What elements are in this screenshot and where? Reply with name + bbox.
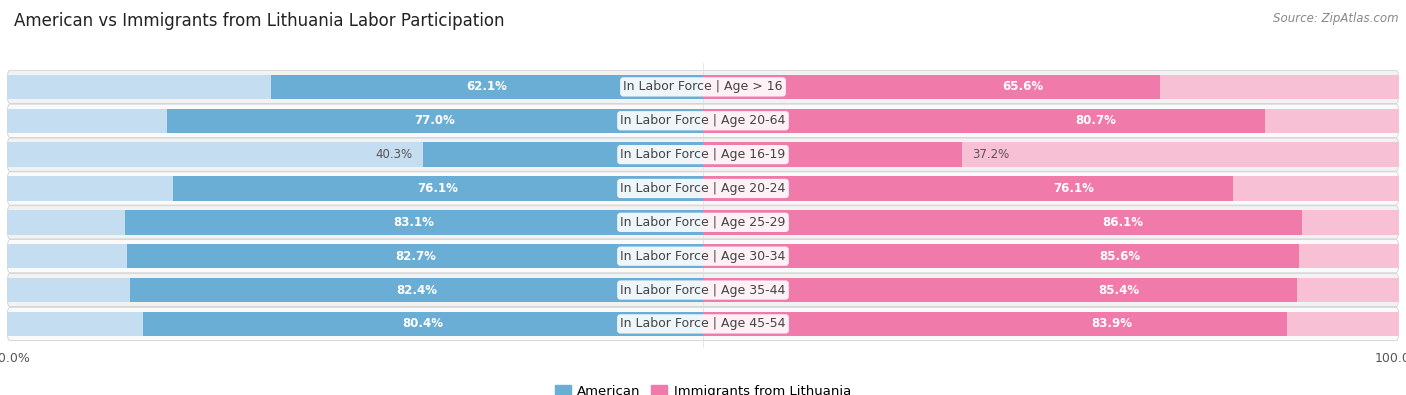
Bar [703, 143, 962, 167]
Bar [7, 75, 271, 99]
Bar [703, 176, 1233, 201]
Bar [7, 244, 128, 268]
Text: 80.4%: 80.4% [402, 318, 444, 330]
Bar [423, 143, 703, 167]
Bar [167, 109, 703, 133]
Bar [143, 312, 703, 336]
Bar [703, 244, 1299, 268]
Bar [125, 210, 703, 235]
Text: 82.4%: 82.4% [395, 284, 437, 297]
Bar [1298, 278, 1399, 302]
Bar [1302, 210, 1399, 235]
Text: In Labor Force | Age 20-64: In Labor Force | Age 20-64 [620, 114, 786, 127]
Text: 86.1%: 86.1% [1102, 216, 1143, 229]
Bar [271, 75, 703, 99]
Bar [703, 75, 1160, 99]
Text: 76.1%: 76.1% [1053, 182, 1094, 195]
Bar [129, 278, 703, 302]
FancyBboxPatch shape [7, 104, 1399, 137]
Text: 65.6%: 65.6% [1002, 81, 1043, 93]
FancyBboxPatch shape [7, 206, 1399, 239]
Text: American vs Immigrants from Lithuania Labor Participation: American vs Immigrants from Lithuania La… [14, 12, 505, 30]
Bar [703, 210, 1302, 235]
Text: 77.0%: 77.0% [415, 114, 456, 127]
Bar [7, 176, 173, 201]
FancyBboxPatch shape [7, 240, 1399, 273]
Bar [962, 143, 1399, 167]
Text: 82.7%: 82.7% [395, 250, 436, 263]
Text: 83.9%: 83.9% [1091, 318, 1132, 330]
Text: In Labor Force | Age > 16: In Labor Force | Age > 16 [623, 81, 783, 93]
Text: Source: ZipAtlas.com: Source: ZipAtlas.com [1274, 12, 1399, 25]
Text: 83.1%: 83.1% [394, 216, 434, 229]
FancyBboxPatch shape [7, 273, 1399, 307]
Text: 37.2%: 37.2% [973, 148, 1010, 161]
Bar [1264, 109, 1399, 133]
FancyBboxPatch shape [7, 307, 1399, 340]
Bar [128, 244, 703, 268]
Text: In Labor Force | Age 20-24: In Labor Force | Age 20-24 [620, 182, 786, 195]
Text: In Labor Force | Age 25-29: In Labor Force | Age 25-29 [620, 216, 786, 229]
FancyBboxPatch shape [7, 70, 1399, 103]
Bar [7, 278, 129, 302]
Text: 85.6%: 85.6% [1099, 250, 1140, 263]
Text: 62.1%: 62.1% [467, 81, 508, 93]
Bar [7, 210, 125, 235]
Text: 40.3%: 40.3% [375, 148, 412, 161]
Legend: American, Immigrants from Lithuania: American, Immigrants from Lithuania [550, 380, 856, 395]
Bar [173, 176, 703, 201]
Text: In Labor Force | Age 45-54: In Labor Force | Age 45-54 [620, 318, 786, 330]
Bar [703, 312, 1286, 336]
FancyBboxPatch shape [7, 172, 1399, 205]
Bar [1286, 312, 1399, 336]
Text: 80.7%: 80.7% [1076, 114, 1116, 127]
Bar [703, 109, 1264, 133]
Text: In Labor Force | Age 35-44: In Labor Force | Age 35-44 [620, 284, 786, 297]
Bar [1233, 176, 1399, 201]
Text: 76.1%: 76.1% [418, 182, 458, 195]
Bar [7, 143, 423, 167]
Bar [7, 312, 143, 336]
Bar [703, 278, 1298, 302]
Bar [1299, 244, 1399, 268]
Bar [7, 109, 167, 133]
Text: 85.4%: 85.4% [1098, 284, 1140, 297]
Bar [1160, 75, 1399, 99]
FancyBboxPatch shape [7, 138, 1399, 171]
Text: In Labor Force | Age 16-19: In Labor Force | Age 16-19 [620, 148, 786, 161]
Text: In Labor Force | Age 30-34: In Labor Force | Age 30-34 [620, 250, 786, 263]
